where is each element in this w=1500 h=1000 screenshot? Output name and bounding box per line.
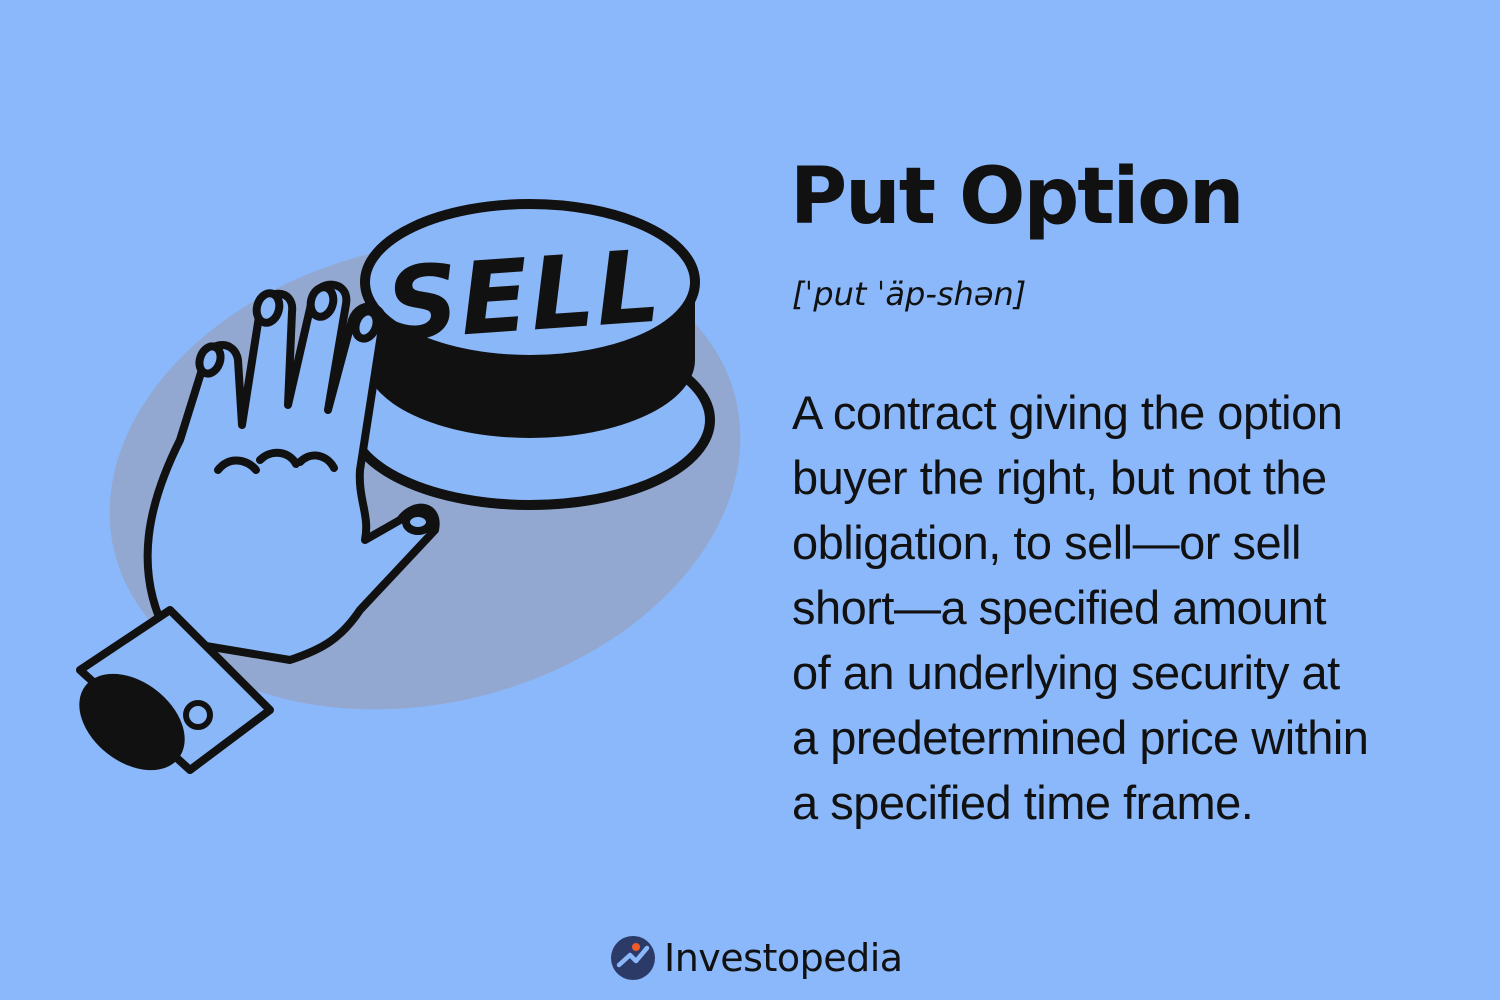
brand-logo: Investopedia [610, 932, 903, 984]
investopedia-logo-icon [611, 936, 655, 980]
definition-line: A contract giving the option [792, 386, 1343, 439]
hand [143, 280, 440, 664]
definition-line: of an underlying security at [792, 646, 1340, 699]
hand-pressing-sell-button-illustration: SELL [76, 199, 741, 774]
button-label: SELL [382, 228, 665, 364]
definition-line: buyer the right, but not the [792, 451, 1327, 504]
page-title: Put Option [790, 152, 1244, 242]
definition-line: short—a specified amount [792, 581, 1327, 634]
pronunciation: [ˈput ˈäp-shən] [792, 275, 1027, 313]
brand-name: Investopedia [664, 936, 903, 980]
shirt-cuff [76, 606, 274, 774]
definition-line: a predetermined price within [792, 711, 1369, 764]
cufflink [183, 700, 213, 730]
definition-line: a specified time frame. [792, 776, 1254, 829]
definition-line: obligation, to sell—or sell [792, 516, 1302, 569]
definition-text: A contract giving the option buyer the r… [792, 380, 1482, 835]
button-top [360, 199, 700, 365]
